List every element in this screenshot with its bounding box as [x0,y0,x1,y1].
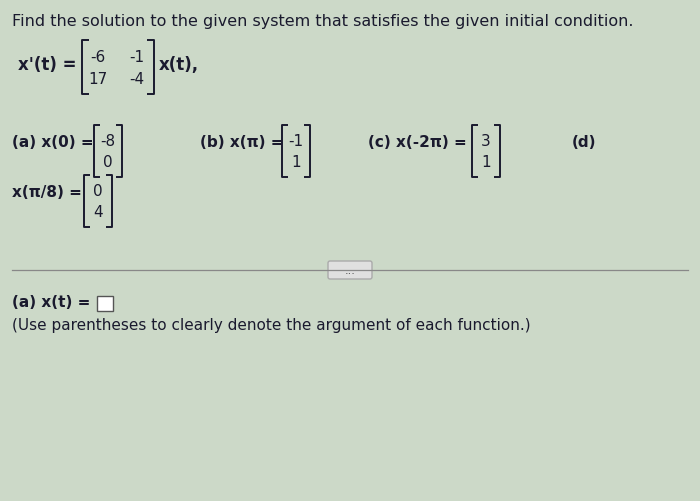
Text: x(π/8) =: x(π/8) = [12,185,82,200]
Text: x'(t) =: x'(t) = [18,56,76,74]
Text: (a) x(t) =: (a) x(t) = [12,295,90,310]
Text: ...: ... [344,266,356,276]
FancyBboxPatch shape [328,261,372,279]
Bar [97,296,113,311]
Text: -6: -6 [90,50,106,65]
Text: 1: 1 [291,155,301,170]
Text: x(t),: x(t), [159,56,199,74]
Text: 0: 0 [103,155,113,170]
Text: Find the solution to the given system that satisfies the given initial condition: Find the solution to the given system th… [12,14,634,29]
Text: (a) x(0) =: (a) x(0) = [12,135,94,150]
Text: (Use parentheses to clearly denote the argument of each function.): (Use parentheses to clearly denote the a… [12,318,531,333]
Text: (d): (d) [572,135,596,150]
Text: 3: 3 [481,134,491,149]
Text: (c) x(-2π) =: (c) x(-2π) = [368,135,467,150]
Text: (b) x(π) =: (b) x(π) = [200,135,284,150]
Text: -4: -4 [130,72,145,87]
Text: -1: -1 [130,50,145,65]
Text: -1: -1 [288,134,304,149]
Text: 17: 17 [88,72,108,87]
Text: 0: 0 [93,184,103,199]
Text: 1: 1 [481,155,491,170]
Text: -8: -8 [100,134,116,149]
Text: 4: 4 [93,205,103,220]
